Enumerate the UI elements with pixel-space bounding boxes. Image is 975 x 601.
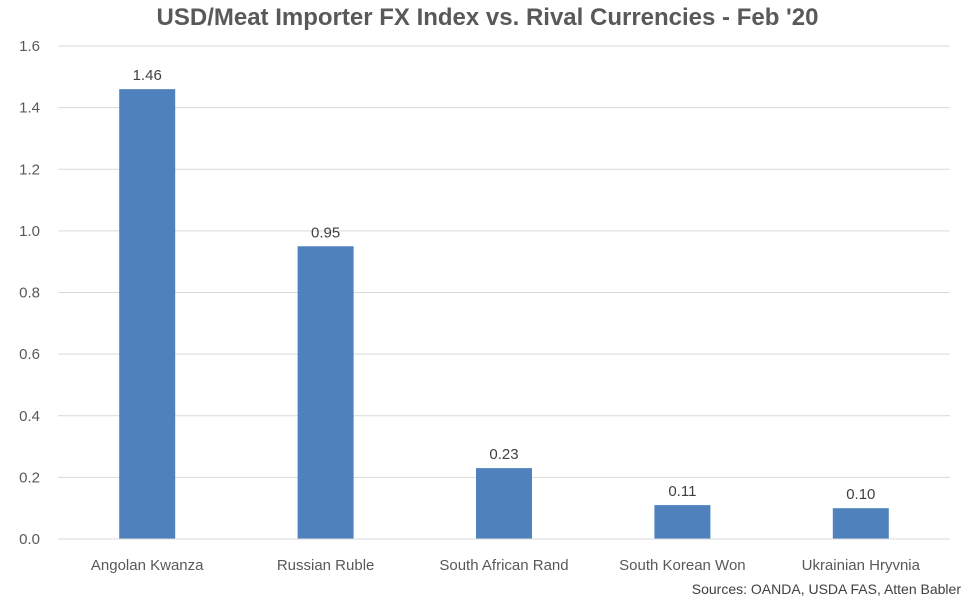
y-tick-label: 0.8 <box>19 285 40 302</box>
y-tick-label: 1.4 <box>19 100 40 117</box>
bar-value-label: 1.46 <box>133 67 162 84</box>
chart-source-note: Sources: OANDA, USDA FAS, Atten Babler <box>691 581 961 597</box>
bar <box>832 508 889 539</box>
bar <box>654 505 711 539</box>
bar-value-label: 0.10 <box>846 486 875 503</box>
bar-value-label: 0.95 <box>311 224 340 241</box>
x-tick-label: South African Rand <box>439 557 568 574</box>
chart-title: USD/Meat Importer FX Index vs. Rival Cur… <box>156 4 819 31</box>
bar <box>476 468 532 539</box>
bar <box>119 89 176 539</box>
y-tick-label: 1.6 <box>19 38 40 55</box>
y-tick-label: 1.0 <box>19 223 40 240</box>
bar-value-label: 0.11 <box>668 483 696 500</box>
x-tick-label: South Korean Won <box>619 557 745 574</box>
x-tick-label: Russian Ruble <box>277 557 375 574</box>
x-tick-label: Angolan Kwanza <box>91 557 204 574</box>
y-tick-label: 0.4 <box>19 408 40 425</box>
bar-value-label: 0.23 <box>489 446 518 463</box>
y-tick-label: 0.2 <box>19 469 40 486</box>
bar <box>297 246 354 539</box>
y-tick-label: 0.0 <box>19 531 40 548</box>
y-tick-label: 1.2 <box>19 161 40 178</box>
x-tick-label: Ukrainian Hryvnia <box>802 557 921 574</box>
y-tick-label: 0.6 <box>19 346 40 363</box>
